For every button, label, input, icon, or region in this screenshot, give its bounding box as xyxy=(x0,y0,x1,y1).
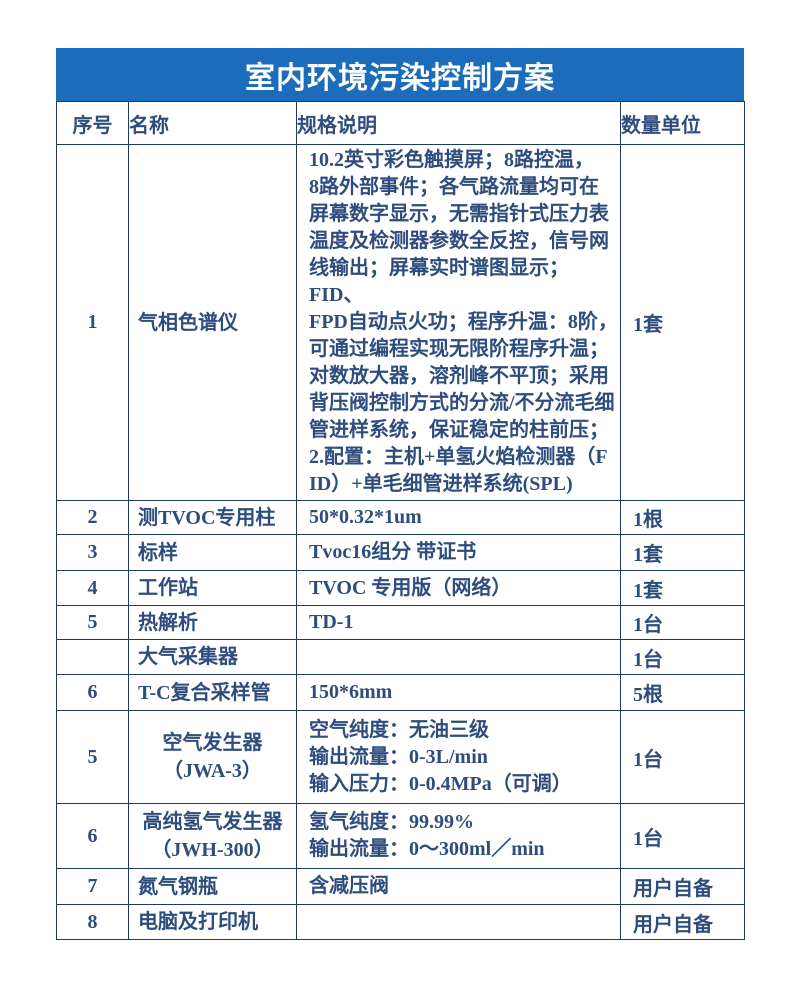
table-header-row: 序号 名称 规格说明 数量单位 xyxy=(56,101,745,145)
cell-qty: 1根 xyxy=(620,500,745,535)
cell-no: 3 xyxy=(56,534,129,571)
cell-no: 7 xyxy=(56,868,129,905)
header-qty: 数量单位 xyxy=(620,101,745,145)
cell-qty: 1套 xyxy=(620,144,745,501)
cell-qty: 用户自备 xyxy=(620,904,745,940)
cell-spec: 150*6mm xyxy=(296,674,621,711)
spec-table: 序号 名称 规格说明 数量单位 1 气相色谱仪 10.2英寸彩色触摸屏；8路控温… xyxy=(56,101,745,940)
cell-qty: 1台 xyxy=(620,639,745,675)
cell-spec: 10.2英寸彩色触摸屏；8路控温， 8路外部事件；各气路流量均可在 屏幕数字显示… xyxy=(296,144,621,501)
table-row: 8 电脑及打印机 用户自备 xyxy=(56,904,745,940)
cell-spec xyxy=(296,639,621,675)
cell-spec xyxy=(296,904,621,940)
cell-name: 测TVOC专用柱 xyxy=(128,500,297,535)
table-row: 6 T-C复合采样管 150*6mm 5根 xyxy=(56,674,745,711)
cell-no: 5 xyxy=(56,605,129,640)
spec-document: 室内环境污染控制方案 序号 名称 规格说明 数量单位 1 气相色谱仪 10.2英… xyxy=(56,48,745,940)
cell-qty: 5根 xyxy=(620,674,745,711)
document-title-bar: 室内环境污染控制方案 xyxy=(56,48,744,101)
table-row: 5 热解析 TD-1 1台 xyxy=(56,605,745,640)
cell-no xyxy=(56,639,129,675)
cell-qty: 1台 xyxy=(620,710,745,804)
cell-name: 气相色谱仪 xyxy=(128,144,297,501)
cell-name: T-C复合采样管 xyxy=(128,674,297,711)
document-title: 室内环境污染控制方案 xyxy=(245,61,555,95)
cell-spec: 空气纯度：无油三级 输出流量：0-3L/min 输入压力：0-0.4MPa（可调… xyxy=(296,710,621,804)
cell-no: 6 xyxy=(56,674,129,711)
cell-spec: 含减压阀 xyxy=(296,868,621,905)
cell-name: 大气采集器 xyxy=(128,639,297,675)
cell-name: 热解析 xyxy=(128,605,297,640)
header-name: 名称 xyxy=(128,101,297,145)
table-row: 6 高纯氢气发生器 （JWH-300） 氢气纯度：99.99% 输出流量：0～3… xyxy=(56,803,745,869)
cell-qty: 1套 xyxy=(620,534,745,571)
cell-name: 氮气钢瓶 xyxy=(128,868,297,905)
cell-no: 5 xyxy=(56,710,129,804)
table-row: 4 工作站 TVOC 专用版（网络） 1套 xyxy=(56,570,745,606)
cell-name: 高纯氢气发生器 （JWH-300） xyxy=(128,803,297,869)
table-row: 5 空气发生器 （JWA-3） 空气纯度：无油三级 输出流量：0-3L/min … xyxy=(56,710,745,804)
cell-qty: 1台 xyxy=(620,605,745,640)
table-row: 3 标样 Tvoc16组分 带证书 1套 xyxy=(56,534,745,571)
cell-name: 空气发生器 （JWA-3） xyxy=(128,710,297,804)
cell-spec: 氢气纯度：99.99% 输出流量：0～300ml／min xyxy=(296,803,621,869)
cell-no: 4 xyxy=(56,570,129,606)
cell-spec: 50*0.32*1um xyxy=(296,500,621,535)
cell-spec: TVOC 专用版（网络） xyxy=(296,570,621,606)
cell-no: 2 xyxy=(56,500,129,535)
cell-qty: 1套 xyxy=(620,570,745,606)
header-no: 序号 xyxy=(56,101,129,145)
cell-qty: 1台 xyxy=(620,803,745,869)
table-row: 2 测TVOC专用柱 50*0.32*1um 1根 xyxy=(56,500,745,535)
cell-qty: 用户自备 xyxy=(620,868,745,905)
cell-no: 6 xyxy=(56,803,129,869)
cell-no: 8 xyxy=(56,904,129,940)
cell-name: 工作站 xyxy=(128,570,297,606)
cell-no: 1 xyxy=(56,144,129,501)
cell-spec: TD-1 xyxy=(296,605,621,640)
table-row: 1 气相色谱仪 10.2英寸彩色触摸屏；8路控温， 8路外部事件；各气路流量均可… xyxy=(56,144,745,501)
cell-spec: Tvoc16组分 带证书 xyxy=(296,534,621,571)
cell-name: 标样 xyxy=(128,534,297,571)
table-row: 大气采集器 1台 xyxy=(56,639,745,675)
table-row: 7 氮气钢瓶 含减压阀 用户自备 xyxy=(56,868,745,905)
cell-name: 电脑及打印机 xyxy=(128,904,297,940)
header-spec: 规格说明 xyxy=(296,101,621,145)
